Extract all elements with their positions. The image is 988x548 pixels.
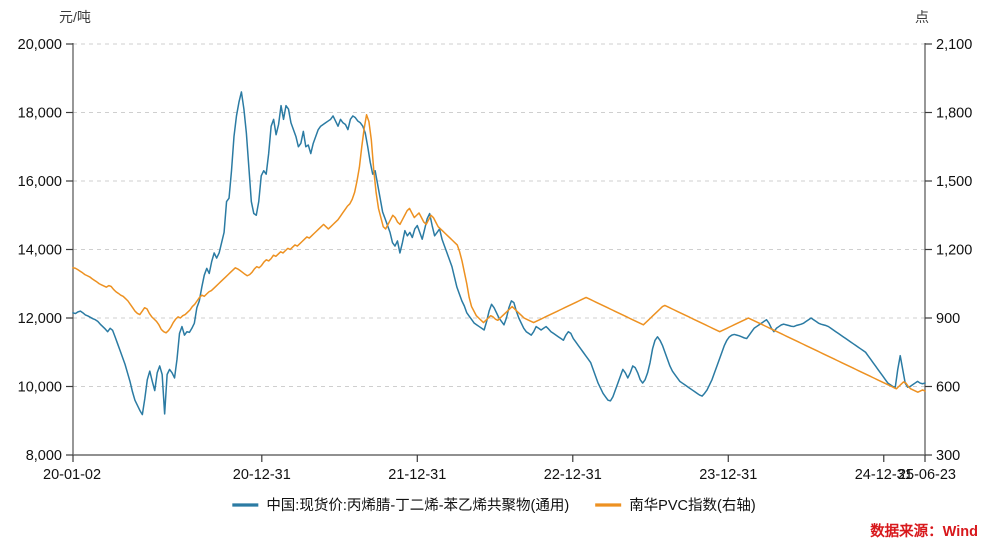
tick-labels: 8,000 10,000 12,000 14,000 16,000 18,000 20,00… xyxy=(18,37,973,483)
y-axis-tick-label: 18,000 xyxy=(18,106,62,122)
y2-axis-tick-label: 900 xyxy=(936,311,960,327)
x-axis-tick-label: 22-12-31 xyxy=(544,467,602,483)
legend-label-1[interactable]: 中国:现货价:丙烯腈-丁二烯-苯乙烯共聚物(通用) xyxy=(266,497,569,514)
series-line-2 xyxy=(72,114,926,393)
tick-marks xyxy=(66,43,932,462)
series-line-1 xyxy=(72,91,926,416)
legend-label-2[interactable]: 南华PVC指数(右轴) xyxy=(629,497,755,514)
y-axis-tick-label: 14,000 xyxy=(18,243,62,259)
y2-axis-tick-label: 1,800 xyxy=(936,106,972,122)
y2-axis-tick-label: 1,200 xyxy=(936,243,972,259)
series-lines xyxy=(72,91,926,416)
y-axis-tick-label: 16,000 xyxy=(18,174,62,190)
right-axis-unit-label: 点 xyxy=(915,9,929,25)
x-axis-tick-label: 24-12-31 xyxy=(855,467,913,483)
y-axis-tick-label: 10,000 xyxy=(18,380,62,396)
y-axis-tick-label: 8,000 xyxy=(26,448,62,464)
x-axis-tick-label: 20-01-02 xyxy=(43,467,101,483)
y2-axis-tick-label: 2,100 xyxy=(936,37,972,53)
y2-axis-tick-label: 1,500 xyxy=(936,174,972,190)
y2-axis-tick-label: 300 xyxy=(936,448,960,464)
y-axis-tick-label: 12,000 xyxy=(18,311,62,327)
left-axis-unit-label: 元/吨 xyxy=(59,9,91,25)
x-axis-tick-label: 23-12-31 xyxy=(699,467,757,483)
x-axis-tick-label: 20-12-31 xyxy=(233,467,291,483)
x-axis-tick-label: 21-12-31 xyxy=(388,467,446,483)
gridlines xyxy=(73,43,925,456)
chart-legend[interactable]: 中国:现货价:丙烯腈-丁二烯-苯乙烯共聚物(通用) 南华PVC指数(右轴) xyxy=(232,497,756,514)
x-axis-tick-label: 25-06-23 xyxy=(898,467,956,483)
data-source-note: 数据来源：Wind xyxy=(870,522,978,540)
y2-axis-tick-label: 600 xyxy=(936,380,960,396)
y-axis-tick-label: 20,000 xyxy=(18,37,62,53)
